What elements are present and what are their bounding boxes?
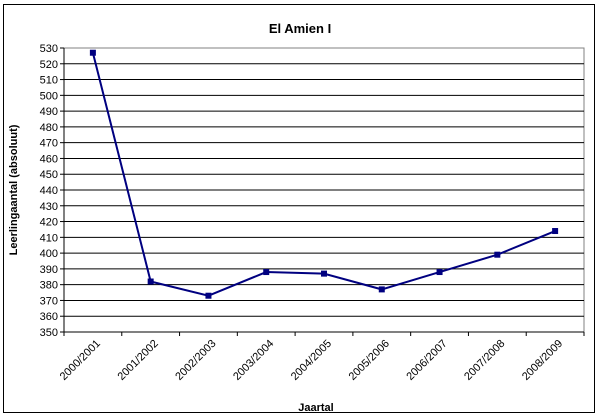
y-tick-label: 370 (40, 295, 58, 307)
y-tick-label: 460 (40, 153, 58, 165)
y-tick-label: 530 (40, 43, 58, 55)
y-tick-label: 430 (40, 201, 58, 213)
y-tick-label: 420 (40, 217, 58, 229)
x-tick-label: 2008/2009 (520, 338, 565, 383)
y-axis-title: Leerlingaantal (absoluut) (8, 124, 20, 255)
data-point (321, 270, 327, 277)
x-tick-label: 2003/2004 (231, 338, 276, 383)
x-tick-label: 2005/2006 (347, 338, 392, 383)
series-group (89, 49, 559, 299)
data-point (147, 278, 154, 285)
y-tick-label: 450 (40, 169, 58, 181)
data-point (494, 251, 501, 258)
x-tick-label: 2007/2008 (462, 338, 507, 383)
chart-title: El Amien I (269, 21, 331, 36)
y-tick-label: 440 (40, 185, 58, 197)
y-tick-label: 480 (40, 122, 58, 134)
y-axis-ticks: 350 360 370 380 390 400 410 420 430 440 450 460 470 4… (40, 43, 584, 339)
x-tick-label: 2002/2003 (173, 338, 218, 383)
y-tick-label: 470 (40, 138, 58, 150)
y-tick-label: 360 (40, 311, 58, 323)
data-point (205, 292, 212, 299)
x-tick-label: 2000/2001 (58, 338, 103, 383)
x-tick-label: 2006/2007 (404, 338, 449, 383)
y-tick-label: 380 (40, 280, 58, 292)
data-point (436, 269, 443, 276)
y-tick-label: 410 (40, 232, 58, 244)
y-tick-label: 510 (40, 75, 58, 87)
data-point (378, 286, 385, 293)
y-tick-label: 520 (40, 59, 58, 71)
data-point (263, 269, 270, 276)
x-tick-label: 2004/2005 (289, 338, 334, 383)
y-tick-label: 500 (40, 90, 58, 102)
data-point (552, 228, 559, 235)
data-point (89, 49, 96, 56)
x-axis-ticks: 2000/2001 2001/2002 2002/2003 2003/2004 2004… (58, 332, 585, 383)
y-tick-label: 490 (40, 106, 58, 118)
x-axis-title: Jaartal (298, 402, 333, 414)
y-tick-label: 400 (40, 248, 58, 260)
y-tick-label: 390 (40, 264, 58, 276)
x-tick-label: 2001/2002 (116, 338, 161, 383)
y-tick-label: 350 (40, 327, 58, 339)
